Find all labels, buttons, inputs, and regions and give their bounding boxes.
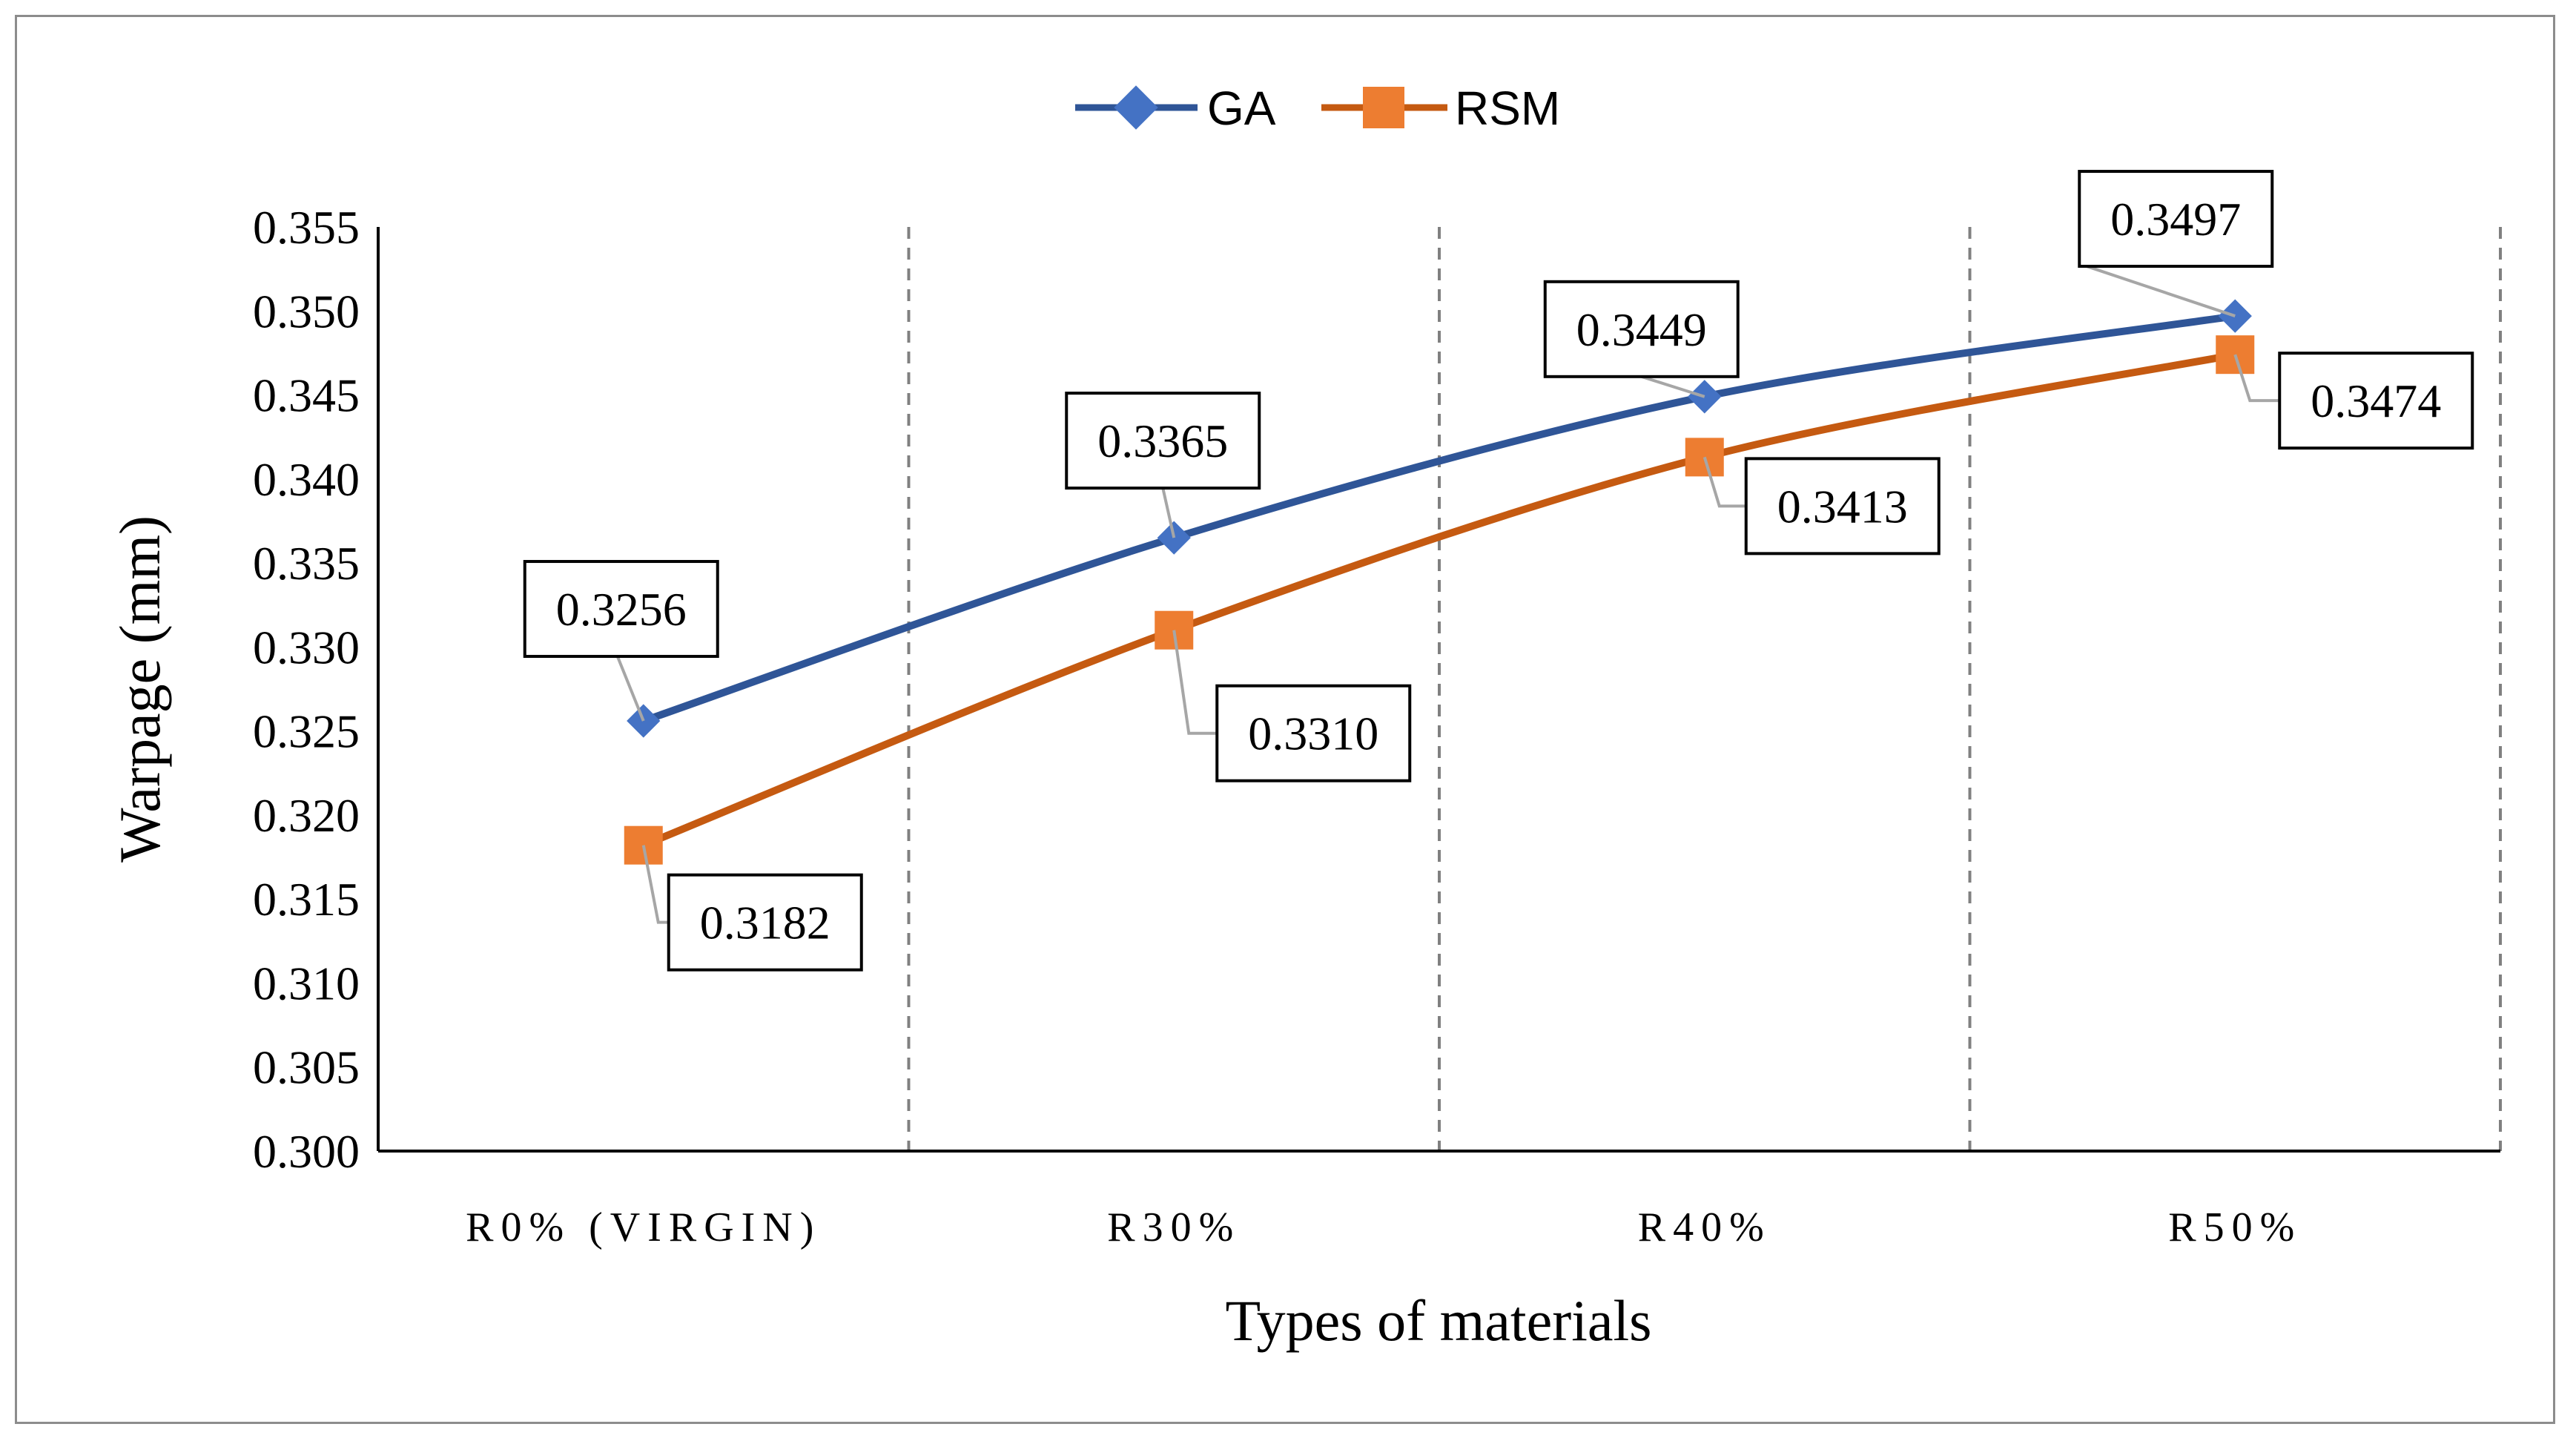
- y-tick-label: 0.315: [253, 873, 360, 926]
- callout-leader: [615, 656, 645, 722]
- y-tick-label: 0.345: [253, 369, 360, 422]
- y-tick-label: 0.335: [253, 537, 360, 590]
- y-tick-label: 0.310: [253, 957, 360, 1009]
- x-tick-label: R0% (VIRGIN): [466, 1204, 821, 1250]
- data-label-rsm: 0.3474: [2311, 375, 2441, 427]
- series-line-rsm: [641, 351, 2236, 849]
- data-label-box: [2078, 170, 2274, 268]
- y-tick-label: 0.340: [253, 453, 360, 506]
- data-label-rsm: 0.3413: [1777, 480, 1908, 533]
- data-label-box: [667, 873, 863, 972]
- y-tick-label: 0.355: [253, 201, 360, 254]
- data-label-box: [1744, 457, 1941, 555]
- callout-leader: [641, 845, 669, 924]
- x-tick-label: R40%: [1638, 1204, 1771, 1250]
- x-axis-title: Types of materials: [1225, 1288, 1651, 1353]
- callout-leader: [2086, 265, 2236, 317]
- legend-label-ga: GA: [1207, 82, 1276, 135]
- grid-layer: [907, 227, 2502, 1151]
- callout-leader: [1172, 630, 1218, 735]
- data-label-rsm: 0.3182: [700, 897, 830, 949]
- data-label-box: [523, 560, 719, 659]
- data-label-rsm: 0.3310: [1248, 708, 1378, 760]
- y-tick-label: 0.300: [253, 1125, 360, 1178]
- series-line-ga: [642, 312, 2236, 725]
- y-tick-label: 0.325: [253, 705, 360, 758]
- y-axis-title: Warpage (mm): [108, 515, 172, 863]
- data-labels: 0.3256 0.3365 0.3449 0.3497 0.3182 0.3310 0.34…: [523, 170, 2474, 972]
- callout-leader: [2233, 354, 2280, 403]
- callout-leader: [1161, 487, 1176, 538]
- data-label-ga: 0.3497: [2110, 193, 2241, 245]
- y-tick-label: 0.330: [253, 621, 360, 673]
- data-label-box: [1543, 280, 1740, 378]
- legend-label-rsm: RSM: [1455, 82, 1560, 135]
- y-tick-label: 0.350: [253, 285, 360, 337]
- data-label-box: [1215, 684, 1412, 782]
- data-label-ga: 0.3256: [556, 583, 687, 636]
- legend: GA RSM: [1075, 82, 1560, 135]
- callout-leader: [1703, 456, 1746, 508]
- x-tick-label: R30%: [1107, 1204, 1241, 1250]
- series-layer: [624, 299, 2255, 865]
- data-label-box: [1065, 392, 1261, 490]
- legend-marker-ga: [1114, 85, 1158, 130]
- legend-marker-rsm: [1363, 87, 1404, 128]
- callout-leader: [1641, 375, 1705, 398]
- y-tick-label: 0.320: [253, 789, 360, 842]
- axes-layer: [377, 227, 2500, 1153]
- data-label-box: [2278, 352, 2474, 450]
- y-tick-labels: 0.300 0.305 0.310 0.315 0.320 0.325 0.330 0.335…: [253, 201, 360, 1178]
- data-label-ga: 0.3365: [1097, 415, 1228, 467]
- y-tick-label: 0.305: [253, 1041, 360, 1094]
- x-tick-label: R50%: [2168, 1204, 2302, 1250]
- data-label-ga: 0.3449: [1576, 303, 1707, 356]
- x-tick-labels: R0% (VIRGIN) R30% R40% R50%: [466, 1204, 2302, 1250]
